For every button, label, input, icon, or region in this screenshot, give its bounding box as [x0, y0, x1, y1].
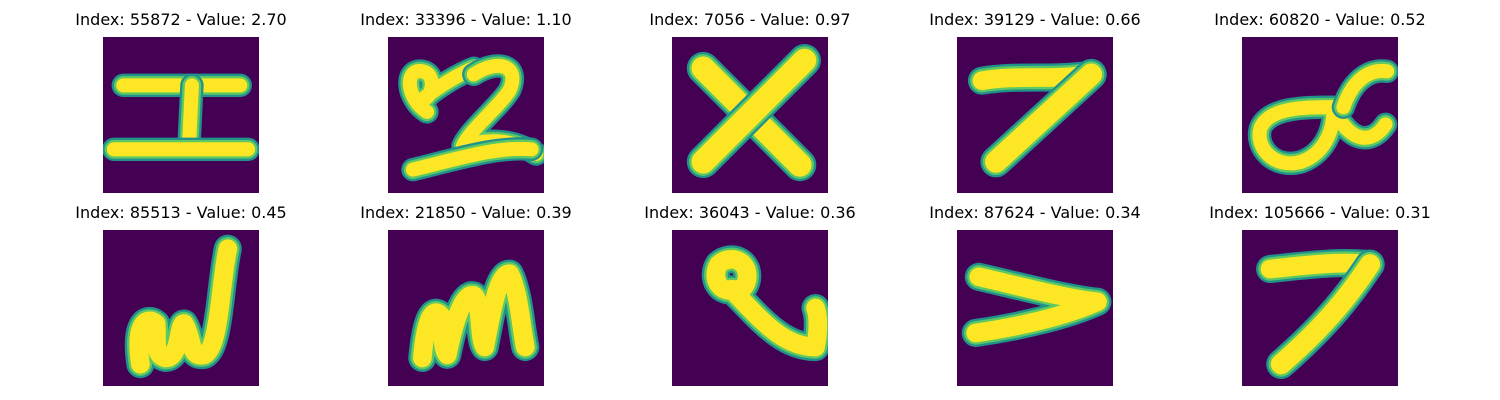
digit-image [1242, 230, 1398, 386]
image-panel: Index: 36043 - Value: 0.36 [672, 203, 828, 386]
image-panel: Index: 85513 - Value: 0.45 [103, 203, 259, 386]
panel-title: Index: 7056 - Value: 0.97 [649, 10, 850, 30]
panel-title: Index: 85513 - Value: 0.45 [75, 203, 286, 223]
digit-image [103, 37, 259, 193]
digit-image [672, 37, 828, 193]
panel-title: Index: 21850 - Value: 0.39 [360, 203, 571, 223]
image-panel: Index: 60820 - Value: 0.52 [1242, 10, 1398, 193]
image-panel: Index: 87624 - Value: 0.34 [957, 203, 1113, 386]
image-panel: Index: 21850 - Value: 0.39 [388, 203, 544, 386]
digit-image [1242, 37, 1398, 193]
panel-title: Index: 33396 - Value: 1.10 [360, 10, 571, 30]
panel-title: Index: 39129 - Value: 0.66 [929, 10, 1140, 30]
digit-image [388, 37, 544, 193]
digit-image [672, 230, 828, 386]
image-panel: Index: 105666 - Value: 0.31 [1242, 203, 1398, 386]
digit-image [388, 230, 544, 386]
image-panel: Index: 55872 - Value: 2.70 [103, 10, 259, 193]
image-panel: Index: 7056 - Value: 0.97 [672, 10, 828, 193]
image-panel: Index: 39129 - Value: 0.66 [957, 10, 1113, 193]
panel-title: Index: 105666 - Value: 0.31 [1209, 203, 1431, 223]
digit-image [103, 230, 259, 386]
digit-image [957, 230, 1113, 386]
image-panel: Index: 33396 - Value: 1.10 [388, 10, 544, 193]
panel-title: Index: 36043 - Value: 0.36 [644, 203, 855, 223]
panel-title: Index: 87624 - Value: 0.34 [929, 203, 1140, 223]
digit-image [957, 37, 1113, 193]
panel-title: Index: 55872 - Value: 2.70 [75, 10, 286, 30]
panel-title: Index: 60820 - Value: 0.52 [1214, 10, 1425, 30]
